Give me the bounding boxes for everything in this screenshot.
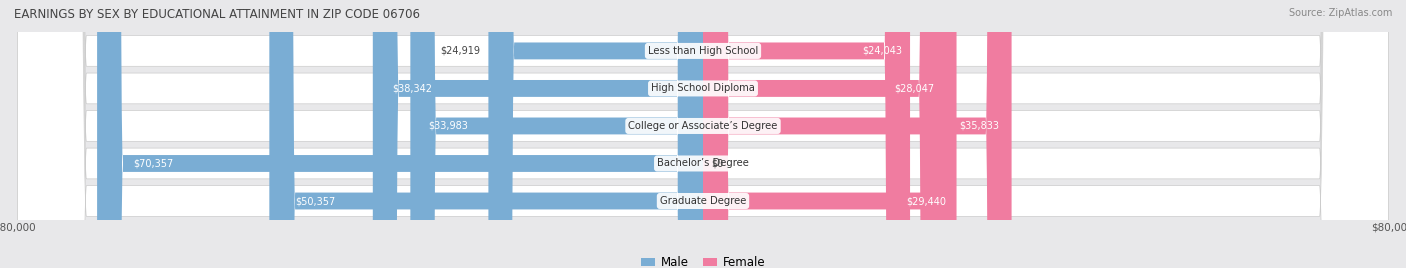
Text: EARNINGS BY SEX BY EDUCATIONAL ATTAINMENT IN ZIP CODE 06706: EARNINGS BY SEX BY EDUCATIONAL ATTAINMEN… <box>14 8 420 21</box>
Legend: Male, Female: Male, Female <box>636 251 770 268</box>
FancyBboxPatch shape <box>270 0 703 268</box>
Text: Bachelor’s Degree: Bachelor’s Degree <box>657 158 749 169</box>
Text: $50,357: $50,357 <box>295 196 336 206</box>
Text: $0: $0 <box>711 158 724 169</box>
FancyBboxPatch shape <box>703 0 956 268</box>
Text: Source: ZipAtlas.com: Source: ZipAtlas.com <box>1288 8 1392 18</box>
Text: $24,919: $24,919 <box>440 46 479 56</box>
FancyBboxPatch shape <box>703 0 1011 268</box>
FancyBboxPatch shape <box>97 0 703 268</box>
FancyBboxPatch shape <box>17 0 1389 268</box>
FancyBboxPatch shape <box>703 0 910 268</box>
Text: $29,440: $29,440 <box>907 196 946 206</box>
Text: $28,047: $28,047 <box>894 83 935 94</box>
Text: $35,833: $35,833 <box>959 121 1000 131</box>
Text: College or Associate’s Degree: College or Associate’s Degree <box>628 121 778 131</box>
FancyBboxPatch shape <box>17 0 1389 268</box>
FancyBboxPatch shape <box>17 0 1389 268</box>
FancyBboxPatch shape <box>373 0 703 268</box>
FancyBboxPatch shape <box>488 0 703 268</box>
Text: $24,043: $24,043 <box>862 46 901 56</box>
Text: $38,342: $38,342 <box>392 83 433 94</box>
Text: $70,357: $70,357 <box>134 158 174 169</box>
FancyBboxPatch shape <box>703 0 945 268</box>
FancyBboxPatch shape <box>17 0 1389 268</box>
Text: High School Diploma: High School Diploma <box>651 83 755 94</box>
FancyBboxPatch shape <box>411 0 703 268</box>
Text: $33,983: $33,983 <box>427 121 468 131</box>
Text: Graduate Degree: Graduate Degree <box>659 196 747 206</box>
FancyBboxPatch shape <box>17 0 1389 268</box>
Text: Less than High School: Less than High School <box>648 46 758 56</box>
